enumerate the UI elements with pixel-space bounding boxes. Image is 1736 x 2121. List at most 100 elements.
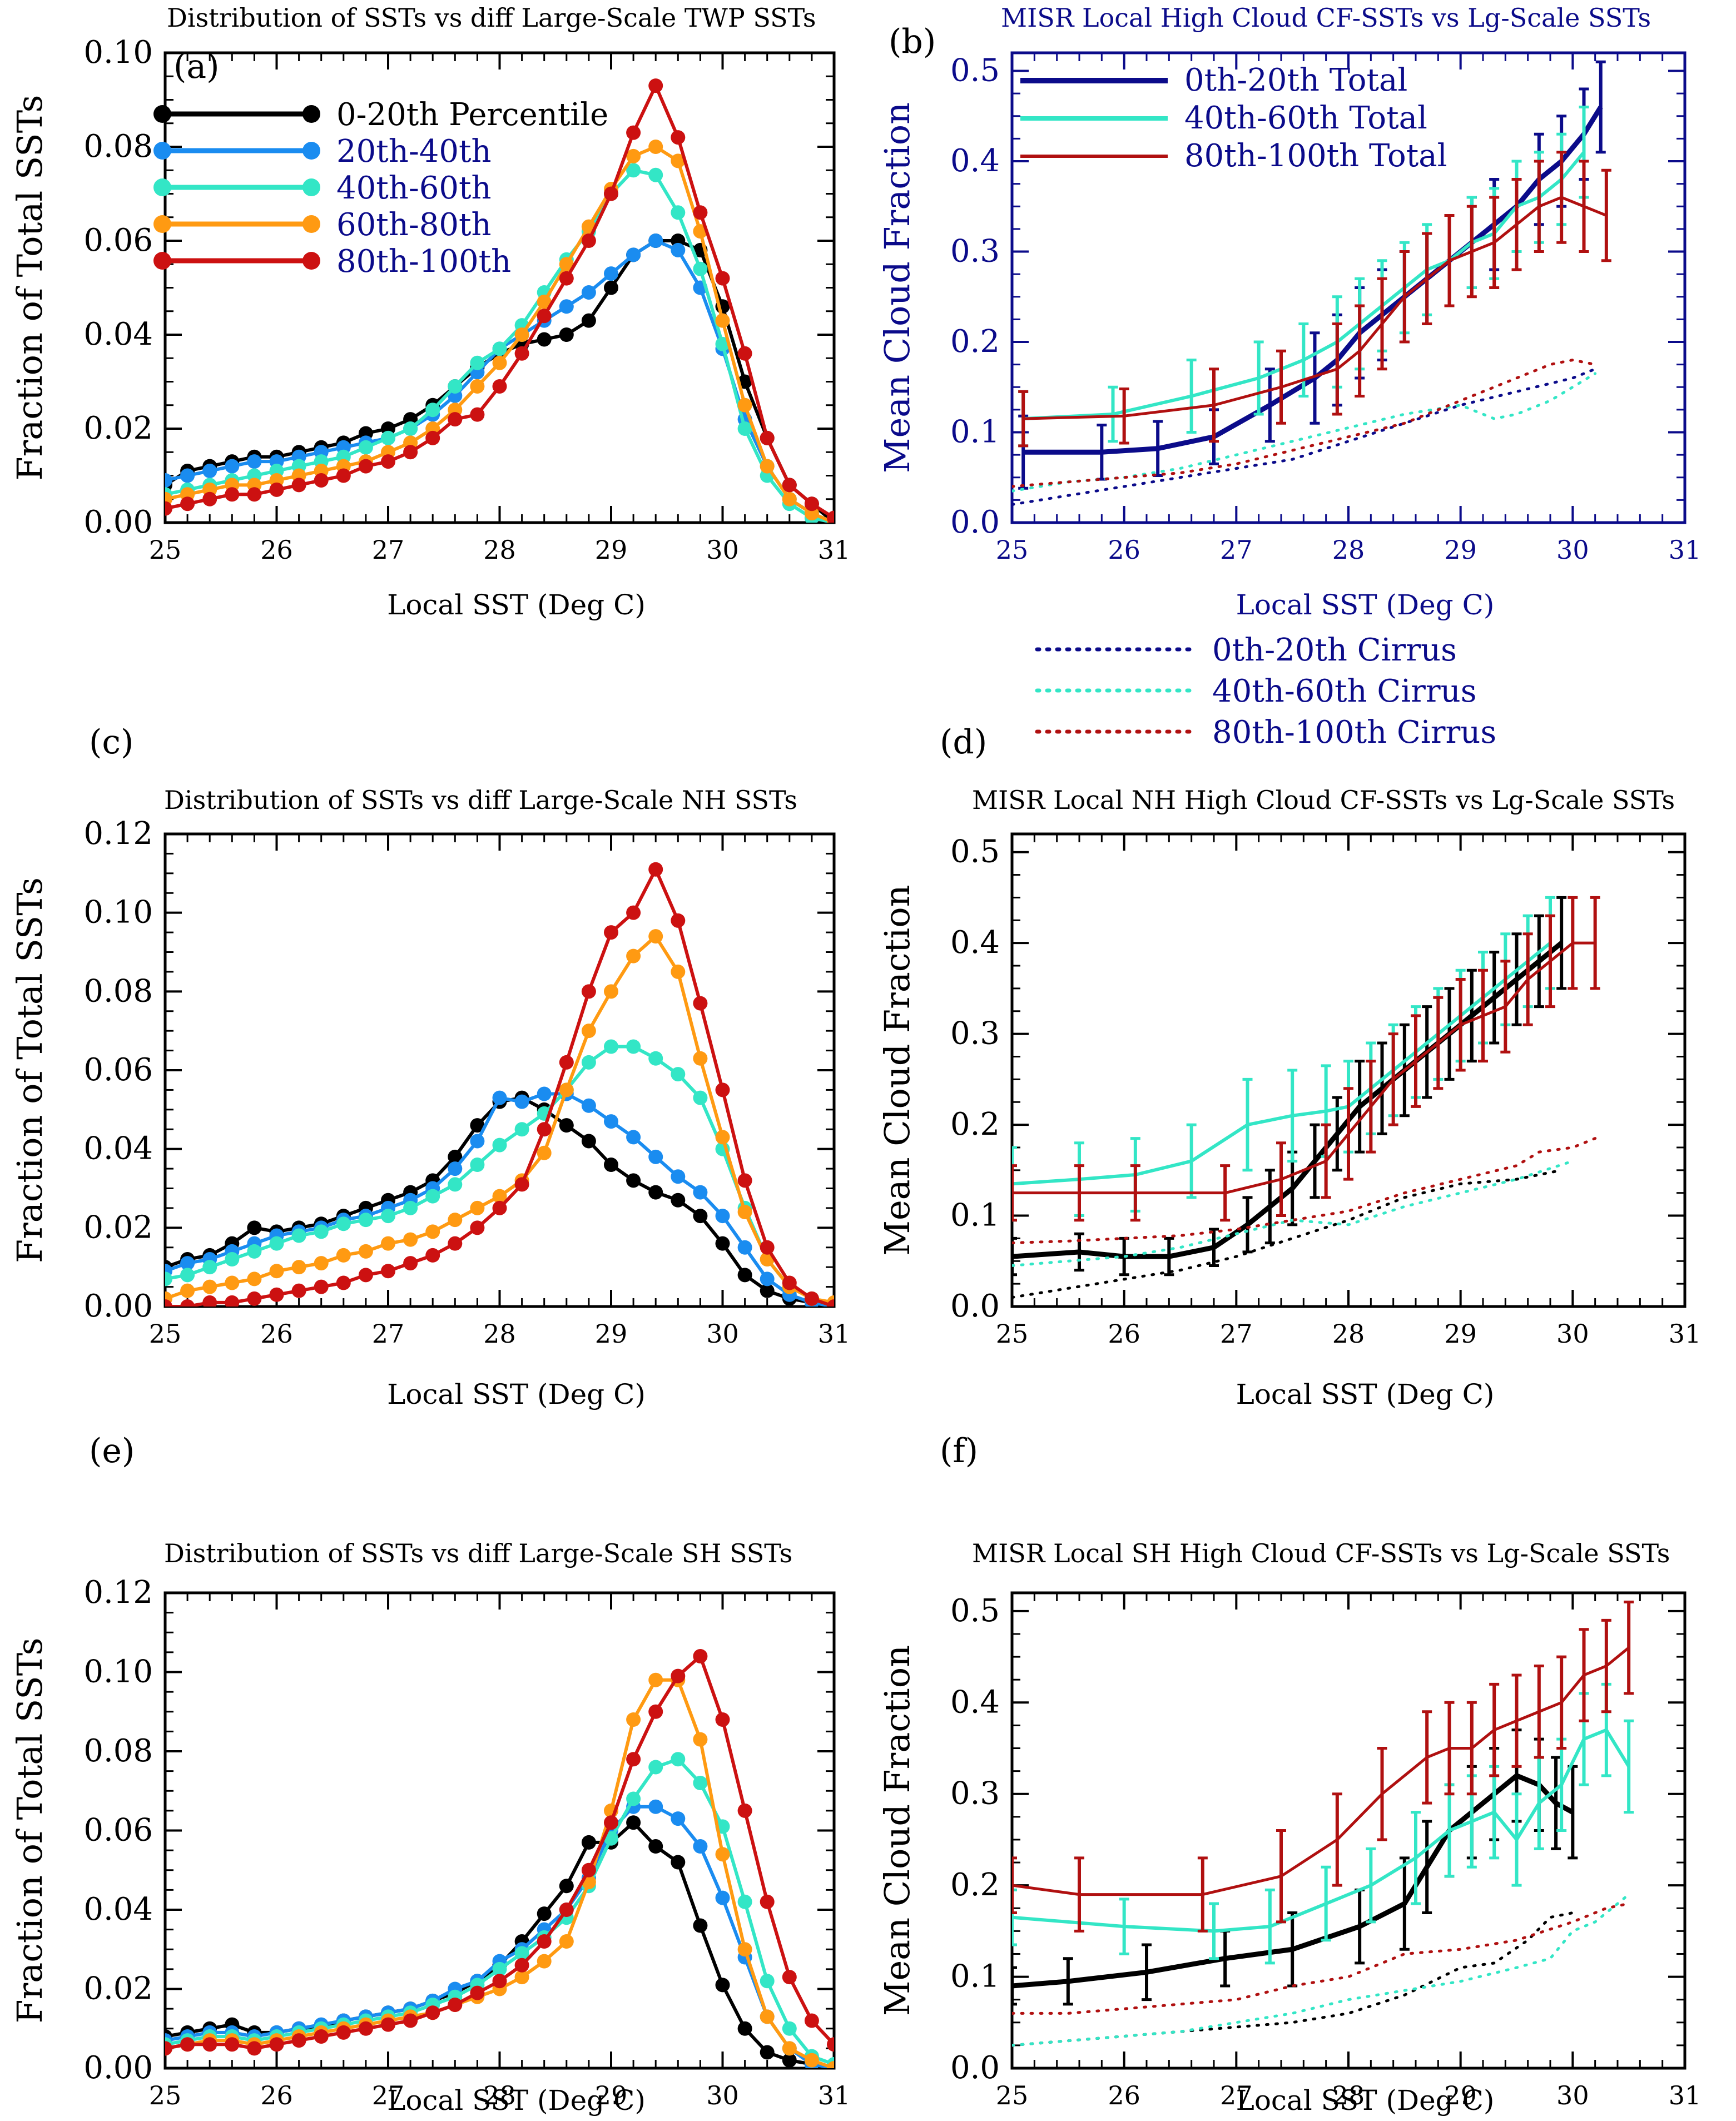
y-tick-label: 0.00	[83, 504, 153, 540]
y-tick-label: 0.02	[83, 1971, 153, 2007]
data-point	[269, 1264, 284, 1279]
y-tick-label: 0.1	[950, 1959, 1000, 1995]
x-tick-label: 28	[1332, 535, 1365, 565]
data-point	[648, 1839, 663, 1854]
data-point	[492, 1961, 507, 1976]
data-point	[760, 430, 775, 445]
legend-label: 0-20th Percentile	[336, 97, 608, 133]
data-point	[314, 1224, 329, 1239]
data-point	[470, 379, 485, 394]
data-point	[693, 1776, 708, 1790]
x-tick-label: 31	[818, 2080, 851, 2110]
plot-area-d	[1012, 896, 1600, 1299]
data-point	[403, 421, 418, 436]
chart-title-c: Distribution of SSTs vs diff Large-Scale…	[164, 785, 797, 815]
data-point	[737, 346, 752, 361]
data-point	[604, 1831, 618, 1846]
y-tick-label: 0.5	[950, 53, 1000, 89]
legend-marker	[153, 252, 171, 270]
data-point	[782, 2041, 797, 2056]
data-point	[559, 271, 574, 286]
data-point	[715, 1082, 730, 1097]
data-point	[247, 2041, 262, 2056]
data-point	[604, 925, 618, 940]
data-point	[448, 379, 463, 394]
x-tick-label: 25	[996, 535, 1029, 565]
data-point	[470, 1118, 485, 1133]
x-tick-label: 29	[595, 2080, 628, 2110]
legend-label: 40th-60th	[336, 170, 492, 206]
data-point	[202, 491, 217, 506]
data-point	[247, 487, 262, 502]
data-point	[648, 1760, 663, 1775]
data-point	[648, 140, 663, 154]
data-point	[492, 379, 507, 394]
series-line-0th-20th-cirrus	[1012, 367, 1597, 506]
data-point	[425, 1224, 440, 1239]
legend-label: 80th-100th	[336, 244, 511, 280]
data-point	[314, 1256, 329, 1271]
data-point	[470, 1134, 485, 1149]
series-line-80th-100th-total	[1012, 1646, 1630, 1896]
y-tick-label: 0.2	[950, 1106, 1000, 1143]
data-point	[403, 1256, 418, 1271]
y-axis-label: Fraction of Total SSTs	[9, 95, 50, 481]
data-point	[671, 1169, 686, 1184]
data-point	[648, 1704, 663, 1719]
data-point	[737, 2021, 752, 2036]
data-point	[715, 1847, 730, 1862]
y-tick-label: 0.2	[950, 324, 1000, 360]
data-point	[693, 996, 708, 1011]
x-tick-label: 29	[595, 1319, 628, 1349]
data-point	[715, 1130, 730, 1145]
data-point	[470, 1158, 485, 1172]
data-point	[626, 163, 641, 178]
chart-title-d: MISR Local NH High Cloud CF-SSTs vs Lg-S…	[972, 785, 1675, 815]
data-point	[626, 1791, 641, 1806]
data-point	[291, 1260, 306, 1275]
data-point	[671, 205, 686, 220]
data-point	[693, 261, 708, 276]
data-point	[760, 2045, 775, 2060]
data-point	[604, 1158, 618, 1172]
panel-d: 25 26 27 28 29 30 31 0.0 0.1 0.2 0.3 0.4 0.5 MISR Loc…	[877, 723, 1701, 1410]
data-point	[760, 1894, 775, 1909]
data-point	[604, 1114, 618, 1129]
y-tick-label: 0.00	[83, 1288, 153, 1324]
y-tick-label: 0.08	[83, 128, 153, 165]
legend-marker	[302, 252, 320, 270]
data-point	[537, 309, 552, 324]
data-point	[336, 1216, 351, 1231]
data-point	[165, 1271, 172, 1286]
legend-marker	[153, 105, 171, 123]
plot-area-f	[1012, 1600, 1634, 2047]
data-point	[492, 1200, 507, 1215]
data-point	[403, 1232, 418, 1247]
data-point	[314, 473, 329, 488]
legend-marker	[153, 178, 171, 196]
series-line-40th-60th-cirrus	[1012, 1893, 1630, 2047]
legend-label: 80th-100th Cirrus	[1212, 714, 1496, 751]
data-point	[760, 459, 775, 474]
x-tick-label: 28	[483, 1319, 516, 1349]
data-point	[425, 403, 440, 418]
data-point	[202, 1260, 217, 1275]
data-point	[291, 2033, 306, 2048]
y-tick-label: 0.08	[83, 973, 153, 1009]
data-point	[626, 125, 641, 140]
data-point	[448, 1998, 463, 2012]
legend-marker	[302, 215, 320, 233]
x-tick-label: 30	[706, 1319, 739, 1349]
data-point	[537, 1145, 552, 1160]
y-tick-label: 0.02	[83, 1209, 153, 1245]
x-tick-label: 25	[149, 2080, 182, 2110]
data-point	[693, 1209, 708, 1224]
data-point	[492, 355, 507, 370]
data-point	[648, 1185, 663, 1200]
legend-label: 0th-20th Cirrus	[1212, 632, 1457, 668]
series-line-80th-100th-cirrus	[1012, 359, 1597, 488]
data-point	[514, 1094, 529, 1109]
plot-frame-c	[163, 832, 836, 1308]
y-tick-label: 0.2	[950, 1867, 1000, 1903]
